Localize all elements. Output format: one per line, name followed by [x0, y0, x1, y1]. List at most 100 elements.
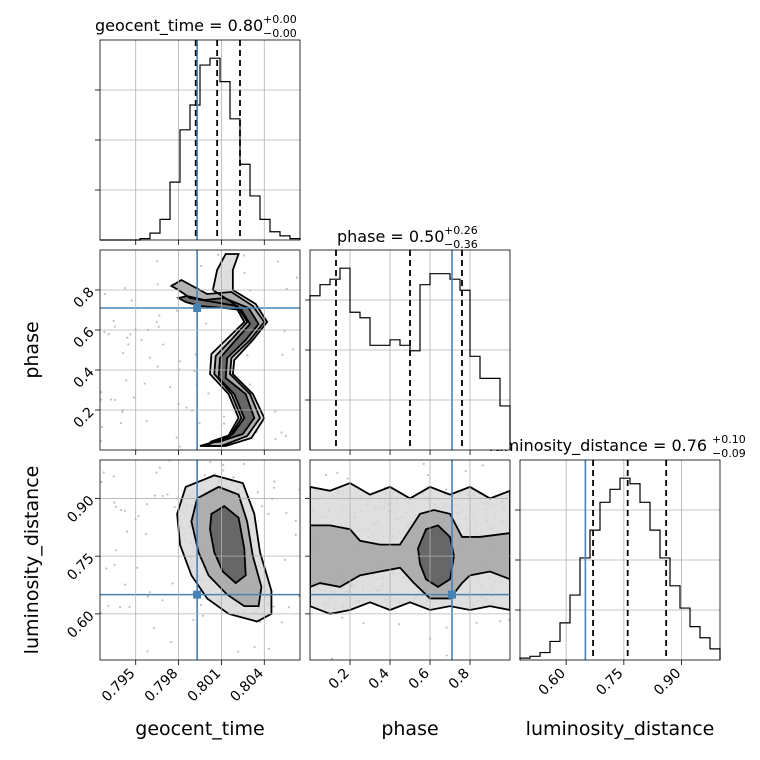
sample-point — [294, 519, 297, 522]
ytick-label-luminosity-distance: 0.60 — [64, 608, 97, 641]
ygrid-luminosity-distance-0 — [100, 498, 300, 615]
hist-panel-luminosity-distance: 0.60 0.75 0.90 — [515, 459, 721, 699]
sample-point — [157, 325, 160, 328]
ygrid-luminosity-distance-1 — [310, 498, 510, 615]
sample-point — [123, 509, 126, 512]
sample-point — [222, 469, 225, 472]
sample-point — [124, 583, 127, 586]
sample-point — [155, 320, 158, 323]
density-fill-level-2 — [310, 510, 510, 599]
sample-point — [112, 319, 115, 322]
sample-point — [119, 422, 123, 425]
sample-point — [267, 647, 270, 650]
hist-phase-border — [309, 249, 511, 451]
panel-hist-geocent-time: geocent_time = 0.80 +0.00 −0.00 — [95, 13, 297, 40]
sample-point — [242, 462, 246, 466]
sample-point — [145, 503, 149, 506]
sample-point — [175, 436, 178, 439]
sample-point — [144, 532, 148, 536]
sample-point — [242, 254, 245, 257]
hist-steps-luminosity-distance — [519, 477, 721, 660]
xtick-label-luminosity-distance: 0.75 — [593, 666, 626, 699]
sample-point — [125, 379, 128, 382]
sample-point — [325, 473, 328, 476]
sample-point — [171, 582, 174, 585]
sample-point — [156, 260, 159, 263]
sample-point — [256, 491, 259, 494]
sample-point — [222, 422, 226, 425]
sample-point — [148, 356, 151, 359]
title-luminosity-distance-plus: +0.10 — [712, 433, 746, 446]
sample-point — [161, 599, 164, 602]
sample-point — [253, 645, 256, 649]
sample-point — [114, 505, 117, 508]
sample-point — [153, 494, 156, 497]
ylabel-phase: phase — [21, 321, 43, 378]
density-fill-level-3 — [210, 506, 246, 584]
sample-point — [148, 591, 151, 594]
sample-point — [464, 469, 467, 473]
sample-point — [243, 271, 246, 274]
sample-point — [280, 621, 284, 624]
sample-point — [145, 420, 148, 423]
pair-0-border — [99, 249, 301, 451]
sample-point — [114, 549, 118, 552]
sample-point — [112, 475, 115, 478]
xtick-label-geocent-time: 0.804 — [227, 665, 267, 705]
sample-point — [113, 563, 116, 566]
sample-point — [128, 605, 131, 608]
sample-point — [156, 283, 159, 286]
xlabel-geocent-time: geocent_time — [135, 718, 264, 740]
pair-0-bg — [100, 250, 300, 450]
hist-luminosity-distance-border — [519, 459, 721, 661]
sample-point — [207, 392, 210, 395]
sample-point — [331, 657, 334, 660]
title-phase: phase = 0.50 — [337, 227, 444, 246]
xgrid-phase-2 — [349, 460, 471, 660]
contour-level-1 — [310, 482, 510, 615]
title-phase-minus: −0.36 — [444, 238, 478, 251]
xgrid-geocent-time-1 — [135, 250, 265, 450]
pair-panel-geocent-time-vs-phase: 0.2 0.4 0.6 0.8 — [71, 249, 301, 455]
sample-point — [130, 299, 133, 302]
sample-point — [136, 566, 139, 569]
hist-panel-geocent-time — [95, 39, 301, 245]
truth-marker — [193, 590, 202, 599]
hist-steps-geocent-time — [100, 57, 301, 241]
contour-level-2 — [310, 509, 510, 600]
sample-point — [287, 606, 290, 609]
sample-point — [273, 486, 276, 489]
title-geocent-time: geocent_time = 0.80 — [95, 16, 263, 36]
sample-point — [217, 253, 220, 256]
pair-1-border — [99, 459, 301, 661]
sample-point — [273, 480, 276, 483]
sample-point — [100, 398, 102, 401]
sample-point — [102, 471, 105, 474]
ylabel-luminosity-distance: luminosity_distance — [21, 466, 43, 655]
sample-point — [199, 603, 203, 607]
truth-marker — [193, 304, 202, 312]
sample-point — [259, 620, 262, 623]
sample-point — [100, 440, 102, 443]
panel-hist-luminosity-distance: luminosity_distance = 0.76 +0.10 −0.09 — [489, 433, 746, 460]
sample-point — [158, 314, 161, 317]
sample-point — [101, 425, 104, 428]
sample-point — [161, 494, 164, 498]
sample-point — [119, 508, 123, 512]
sample-point — [125, 530, 129, 533]
title-luminosity-distance: luminosity_distance = 0.76 — [489, 436, 707, 456]
sample-point — [341, 616, 344, 619]
sample-point — [280, 431, 283, 434]
pair-2-border — [309, 459, 511, 661]
sample-point — [297, 594, 300, 598]
sample-point — [137, 515, 140, 518]
sample-point — [445, 488, 448, 491]
sample-point — [283, 330, 286, 333]
sample-point — [105, 567, 108, 570]
sample-point — [198, 421, 201, 425]
sample-point — [221, 463, 225, 466]
sample-point — [499, 620, 502, 623]
sample-point — [362, 622, 365, 625]
xlabel-luminosity-distance: luminosity_distance — [526, 718, 715, 740]
